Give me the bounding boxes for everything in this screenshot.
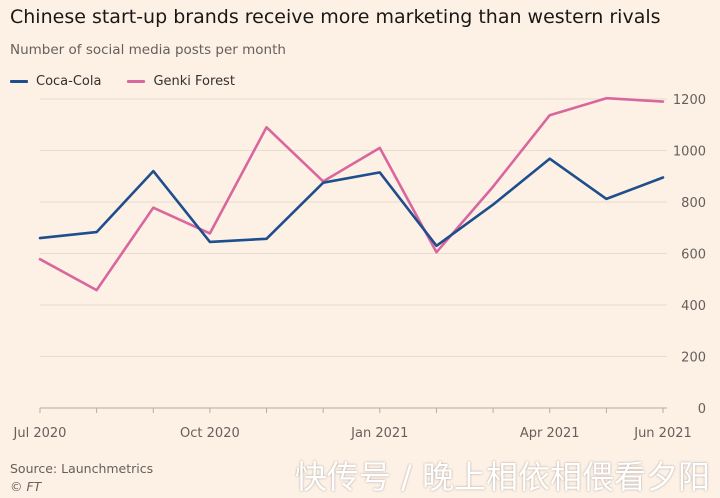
series-line-genki-forest [38, 96, 665, 292]
y-tick-label: 1200 [673, 93, 706, 108]
x-tick-label: Jan 2021 [350, 426, 408, 441]
credit-note: © FT [10, 479, 42, 494]
watermark: 快传号 / 晚上相依相偎看夕阳 [294, 458, 710, 496]
y-tick-label: 0 [698, 402, 706, 417]
y-tick-label: 600 [681, 248, 706, 263]
x-tick-label: Jul 2020 [13, 426, 67, 441]
chart-subtitle: Number of social media posts per month [10, 42, 286, 58]
legend: Coca-Cola Genki Forest [10, 74, 261, 89]
y-tick-label: 400 [681, 299, 706, 314]
x-tick-label: Oct 2020 [180, 426, 240, 441]
x-tick-label: Apr 2021 [520, 426, 580, 441]
legend-swatch-genki-forest [127, 80, 146, 83]
y-tick-label: 800 [681, 196, 706, 211]
legend-label-genki-forest: Genki Forest [153, 74, 235, 89]
x-tick-label: Jun 2021 [633, 426, 692, 441]
series-line-coca-cola [38, 157, 665, 248]
y-tick-label: 200 [681, 351, 706, 366]
legend-label-coca-cola: Coca-Cola [36, 74, 102, 89]
legend-swatch-coca-cola [10, 80, 28, 83]
y-tick-label: 1000 [673, 145, 706, 160]
chart-title: Chinese start-up brands receive more mar… [10, 6, 661, 28]
source-note: Source: Launchmetrics [10, 461, 154, 476]
legend-item-coca-cola: Coca-Cola [10, 74, 101, 89]
legend-item-genki-forest: Genki Forest [127, 74, 235, 89]
